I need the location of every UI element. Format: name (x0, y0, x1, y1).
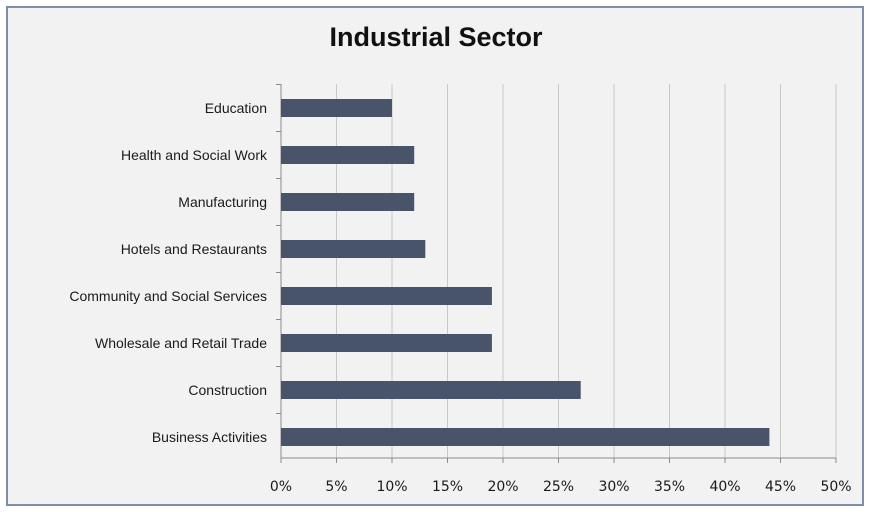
chart-title: Industrial Sector (329, 22, 543, 52)
x-tick-label: 5% (325, 479, 347, 495)
x-tick-label: 0% (270, 479, 292, 495)
bar (281, 334, 492, 352)
category-label: Business Activities (152, 429, 267, 445)
x-tick-label: 10% (376, 479, 407, 495)
bar (281, 428, 770, 446)
bar (281, 146, 415, 164)
x-tick-label: 30% (598, 479, 629, 495)
x-tick-label: 25% (543, 479, 574, 495)
category-label: Hotels and Restaurants (121, 241, 267, 257)
x-tick-label: 50% (820, 479, 851, 495)
category-label: Construction (188, 382, 267, 398)
x-tick-label: 15% (432, 479, 463, 495)
x-tick-label: 35% (654, 479, 685, 495)
x-tick-label: 45% (765, 479, 796, 495)
category-label: Wholesale and Retail Trade (95, 335, 267, 351)
x-tick-label: 20% (487, 479, 518, 495)
category-label: Health and Social Work (121, 147, 268, 163)
bar (281, 99, 392, 117)
category-label: Education (205, 100, 267, 116)
x-tick-label: 40% (709, 479, 740, 495)
bar (281, 381, 581, 399)
category-label: Community and Social Services (69, 288, 267, 304)
bar (281, 240, 426, 258)
bar (281, 193, 415, 211)
bar (281, 287, 492, 305)
category-label: Manufacturing (178, 194, 267, 210)
chart-frame (6, 6, 864, 506)
